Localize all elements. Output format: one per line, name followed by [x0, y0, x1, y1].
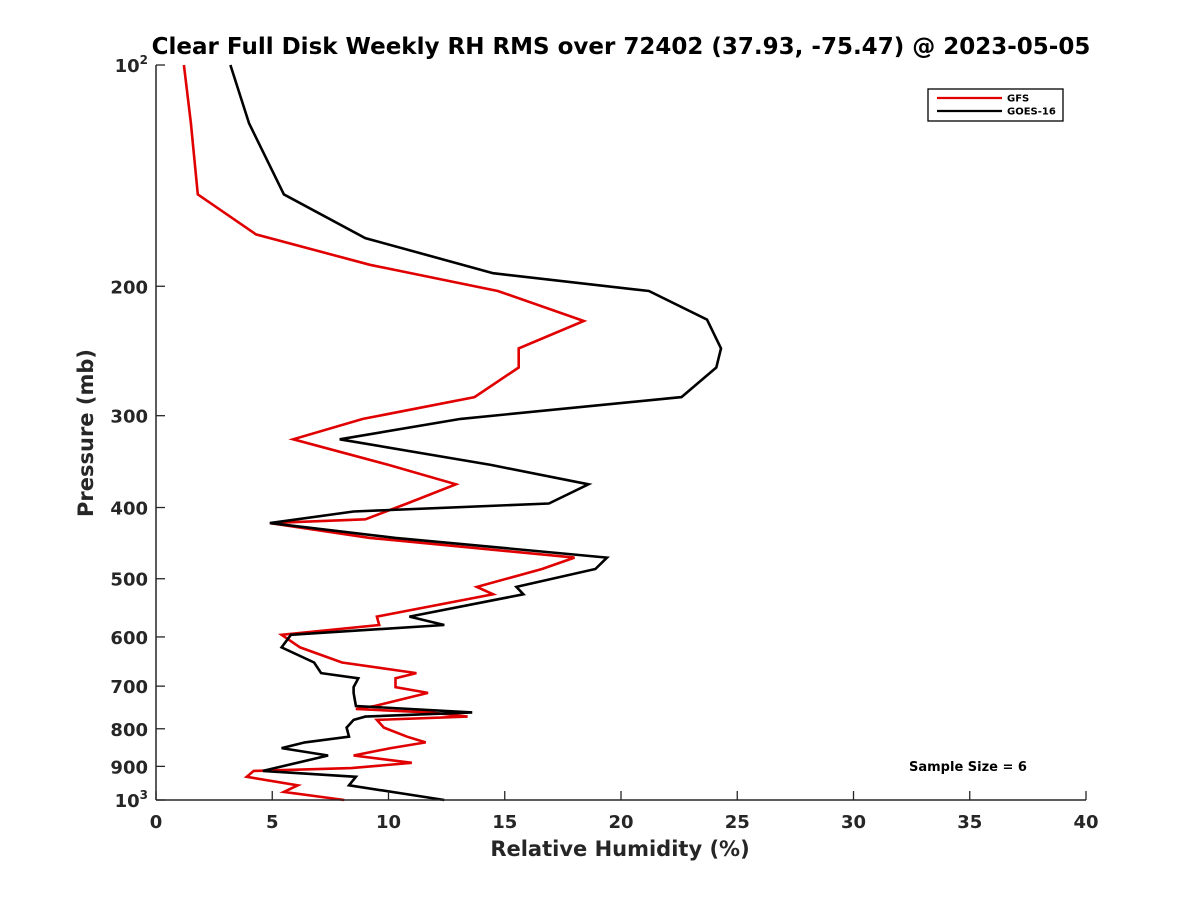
y-tick-label: 700	[110, 677, 148, 698]
y-tick-label: 800	[110, 720, 148, 741]
x-axis-label: Relative Humidity (%)	[490, 837, 749, 861]
legend-box	[927, 88, 1064, 122]
y-tick-label: 900	[110, 757, 148, 778]
sample-size-annotation: Sample Size = 6	[909, 760, 1027, 775]
legend-label-goes16: GOES-16	[1007, 107, 1056, 118]
legend-label-gfs: GFS	[1007, 94, 1029, 105]
y-axis-label: Pressure (mb)	[74, 349, 98, 517]
x-tick-label: 5	[266, 812, 279, 833]
y-tick-label: 300	[110, 407, 148, 428]
x-tick-label: 30	[841, 812, 866, 833]
legend: GFS GOES-16	[927, 88, 1064, 122]
y-tick-label: 400	[110, 499, 148, 520]
x-ticks: 0 5 10 15 20 25 30 35 40	[150, 791, 1099, 833]
x-tick-label: 10	[376, 812, 401, 833]
x-tick-label: 40	[1073, 812, 1098, 833]
series-layer	[182, 64, 723, 802]
x-tick-label: 35	[957, 812, 982, 833]
chart-title: Clear Full Disk Weekly RH RMS over 72402…	[152, 34, 1091, 60]
y-tick-label: 200	[110, 277, 148, 298]
x-tick-label: 15	[492, 812, 517, 833]
x-tick-label: 25	[725, 812, 750, 833]
series-line-gfs	[182, 64, 588, 802]
y-tick-label: 600	[110, 628, 148, 649]
series-line-goes16	[229, 64, 723, 802]
x-tick-label: 20	[608, 812, 633, 833]
y-tick-label: 500	[110, 570, 148, 591]
x-tick-label: 0	[150, 812, 163, 833]
